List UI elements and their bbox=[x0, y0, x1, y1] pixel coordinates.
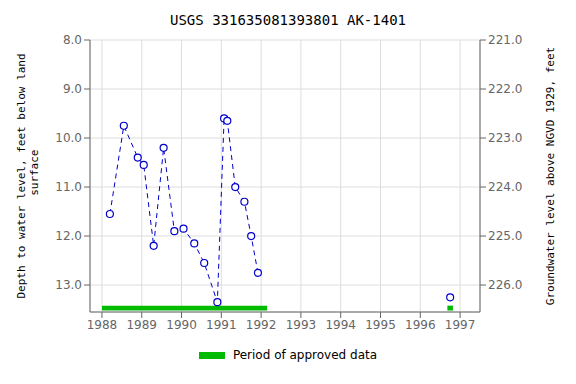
svg-text:8.0: 8.0 bbox=[63, 33, 82, 47]
svg-text:12.0: 12.0 bbox=[55, 229, 82, 243]
svg-text:225.0: 225.0 bbox=[488, 229, 522, 243]
svg-text:1995: 1995 bbox=[365, 318, 396, 332]
svg-text:226.0: 226.0 bbox=[488, 278, 522, 292]
html-text:surface: surface bbox=[28, 149, 41, 203]
svg-text:13.0: 13.0 bbox=[55, 278, 82, 292]
html-text:Groundwater level above NGVD 1: Groundwater level above NGVD 1929, feet bbox=[543, 46, 557, 306]
svg-text:223.0: 223.0 bbox=[488, 131, 522, 145]
html-text:USGS 331635081393801 AK-1401: USGS 331635081393801 AK-1401 bbox=[170, 12, 406, 28]
svg-text:221.0: 221.0 bbox=[488, 33, 522, 47]
svg-text:1996: 1996 bbox=[405, 318, 436, 332]
html-text:Period of approved data: Period of approved data bbox=[232, 348, 378, 362]
svg-text:1991: 1991 bbox=[206, 318, 237, 332]
html-text:Depth to water level, feet bel: Depth to water level, feet below land bbox=[15, 53, 28, 299]
svg-text:1993: 1993 bbox=[286, 318, 317, 332]
svg-text:1989: 1989 bbox=[126, 318, 157, 332]
svg-text:10.0: 10.0 bbox=[55, 131, 82, 145]
svg-text:1992: 1992 bbox=[246, 318, 277, 332]
svg-text:222.0: 222.0 bbox=[488, 82, 522, 96]
svg-text:1988: 1988 bbox=[87, 318, 118, 332]
svg-text:224.0: 224.0 bbox=[488, 180, 522, 194]
svg-text:1994: 1994 bbox=[325, 318, 356, 332]
svg-text:9.0: 9.0 bbox=[63, 82, 82, 96]
svg-text:1990: 1990 bbox=[166, 318, 197, 332]
svg-text:1997: 1997 bbox=[445, 318, 476, 332]
svg-text:11.0: 11.0 bbox=[55, 180, 82, 194]
